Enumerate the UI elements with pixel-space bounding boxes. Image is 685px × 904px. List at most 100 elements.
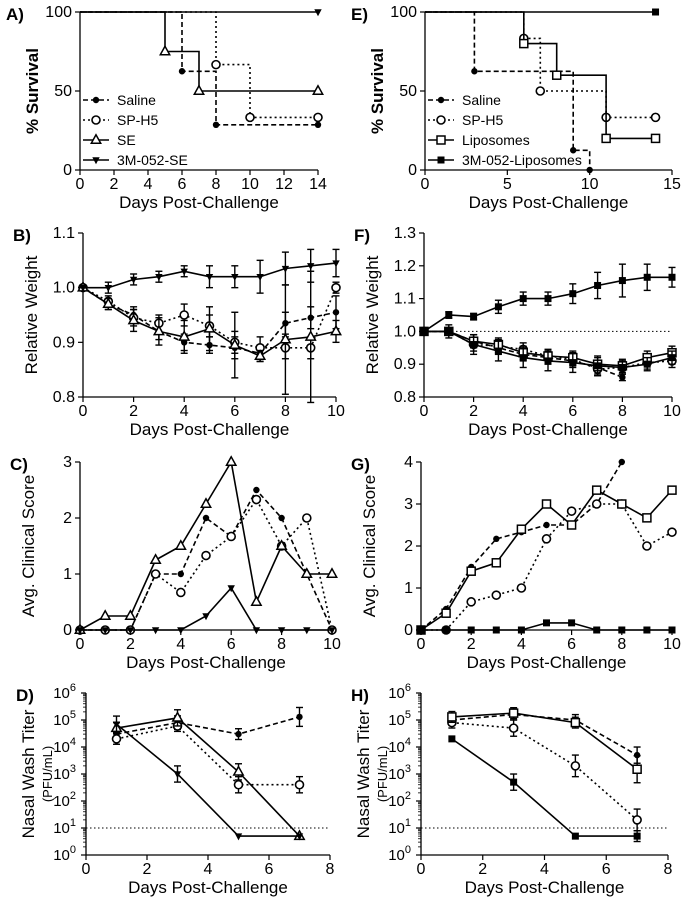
data-point [303, 627, 311, 635]
series-sp-h5 [416, 499, 677, 635]
data-point [227, 585, 235, 593]
data-point [102, 297, 115, 309]
series-line [116, 717, 301, 837]
x-tick-label: 0 [79, 403, 88, 420]
data-point [307, 263, 315, 270]
legend-marker [436, 115, 446, 125]
data-point [517, 626, 525, 634]
data-point [491, 590, 502, 600]
y-axis-label: % Survival [23, 48, 42, 134]
series-3m-052-se [79, 248, 340, 294]
series-line [80, 11, 318, 92]
x-tick-label: 0 [82, 861, 91, 878]
data-point [448, 735, 456, 743]
data-point [569, 359, 577, 367]
panel-b: 0 2 4 6 8 10 0.8 0.9 1.0 1.1 B) Days Post-Challenge… [13, 225, 345, 439]
panel-label: H) [351, 686, 369, 705]
series-3m-052-liposomes-upper- [420, 263, 676, 335]
y-tick-label: 1.3 [394, 225, 416, 242]
y-tick-label: 3 [63, 454, 72, 471]
data-point [178, 330, 191, 341]
data-point [332, 260, 340, 268]
y-tick-label: 1.0 [394, 323, 416, 340]
data-point [551, 70, 562, 80]
data-point [568, 619, 576, 627]
data-point [200, 497, 212, 508]
series-line [116, 725, 300, 786]
data-point [491, 558, 502, 568]
y-tick-label: 0.8 [53, 389, 75, 406]
legend-label: Saline [462, 92, 501, 108]
x-axis-label: Days Post-Challenge [469, 193, 629, 212]
data-point [180, 268, 188, 276]
data-point [129, 276, 138, 284]
data-point [203, 321, 216, 333]
data-point [174, 539, 187, 550]
x-tick-label: 8 [664, 861, 673, 878]
y-tick-label: 106 [388, 682, 411, 702]
data-point [202, 613, 210, 621]
x-tick-label: 10 [663, 403, 681, 420]
x-tick-label: 8 [212, 176, 221, 193]
data-point [493, 535, 500, 543]
data-point [235, 730, 242, 738]
x-tick-label: 0 [421, 176, 430, 193]
y-tick-label: 1 [404, 580, 413, 597]
data-point [441, 608, 451, 618]
x-tick-label: 12 [275, 176, 293, 193]
data-point [445, 327, 453, 335]
data-point [569, 290, 577, 298]
data-point [632, 815, 642, 825]
data-point [294, 779, 305, 790]
data-point [466, 597, 477, 607]
data-point [447, 712, 457, 722]
series-line [116, 716, 300, 735]
data-point [466, 566, 476, 576]
series-3m-052-se [76, 585, 336, 635]
data-point [253, 486, 260, 494]
panel-label: E) [351, 5, 368, 24]
x-tick-label: 6 [265, 861, 274, 878]
data-point [124, 609, 137, 620]
x-axis-label: Days Post-Challenge [126, 653, 286, 672]
x-tick-label: 2 [126, 636, 135, 653]
panel-label: F) [354, 226, 370, 245]
x-axis-label: Days Post-Challenge [467, 653, 627, 672]
x-tick-label: 4 [180, 403, 189, 420]
legend-label: 3M-052-SE [117, 152, 188, 168]
panel-f: 0 2 4 6 8 10 0.8 0.9 1.0 1.1 1.2 1.3 F) Days Post-Cha… [354, 225, 681, 439]
data-point [278, 514, 285, 522]
data-point [510, 778, 518, 786]
y-tick-label: 101 [53, 817, 76, 837]
data-point [112, 721, 121, 729]
data-point [79, 284, 87, 292]
data-point [173, 771, 182, 779]
y-tick-label: 100 [390, 4, 417, 21]
data-point [127, 313, 140, 325]
data-point [586, 166, 593, 174]
y-tick-label: 105 [388, 709, 411, 729]
data-point [226, 531, 236, 542]
data-point [328, 627, 336, 635]
data-point [516, 524, 527, 534]
data-point [633, 832, 641, 840]
data-point [667, 485, 677, 495]
data-point [330, 324, 342, 336]
x-tick-label: 6 [602, 861, 611, 878]
x-tick-label: 0 [76, 636, 85, 653]
data-point [279, 332, 292, 344]
data-point [177, 570, 184, 578]
series-liposomes [425, 11, 661, 144]
data-point [314, 121, 322, 129]
data-point [519, 38, 529, 49]
series-line [425, 11, 656, 119]
series-se [77, 270, 342, 404]
y-axis-units: (PFU/mL) [375, 746, 390, 802]
x-tick-label: 14 [309, 176, 327, 193]
data-point [519, 295, 527, 303]
data-point [252, 627, 261, 635]
x-tick-label: 15 [663, 176, 681, 193]
data-point [516, 583, 527, 593]
data-point [594, 281, 602, 289]
data-point [331, 282, 341, 293]
